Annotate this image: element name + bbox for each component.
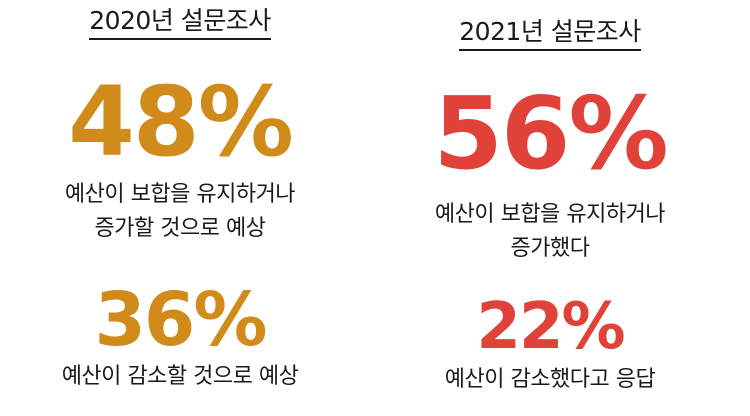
survey-2020-column: 2020년 설문조사 48% 예산이 보합을 유지하거나 증가할 것으로 예상 … [0,0,360,416]
survey-2020-stat-2-percent: 36% [94,277,267,363]
survey-2020-stat-2-caption: 예산이 감소할 것으로 예상 [0,360,360,394]
survey-2021-stat-2-caption-line-1: 예산이 감소했다고 응답 [444,367,656,392]
survey-2020-heading-text: 2020년 설문조사 [89,7,271,40]
survey-2020-stat-1-percent: 48% [68,66,294,178]
survey-2020-stat-2-caption-line-1: 예산이 감소할 것으로 예상 [61,364,299,389]
survey-2021-stat-2-percent: 22% [476,290,625,364]
survey-2021-stat-1-caption-line-1: 예산이 보합을 유지하거나 [434,202,666,227]
survey-2021-heading-text: 2021년 설문조사 [459,18,641,51]
survey-2021-column: 2021년 설문조사 56% 예산이 보합을 유지하거나 증가했다 22% 예산… [385,0,715,416]
survey-2021-stat-2-caption: 예산이 감소했다고 응답 [385,363,715,397]
survey-2021-stat-1-caption-line-2: 증가했다 [510,236,590,261]
survey-2020-stat-1-caption-line-2: 증가할 것으로 예상 [94,216,266,241]
survey-2020-heading: 2020년 설문조사 [0,6,360,40]
survey-2021-stat-1-percent: 56% [433,75,668,192]
survey-2020-stat-1-caption: 예산이 보합을 유지하거나 증가할 것으로 예상 [0,178,360,246]
survey-2020-stat-1-caption-line-1: 예산이 보합을 유지하거나 [64,182,296,207]
survey-2021-stat-1-caption: 예산이 보합을 유지하거나 증가했다 [385,198,715,266]
survey-2021-heading: 2021년 설문조사 [385,17,715,51]
